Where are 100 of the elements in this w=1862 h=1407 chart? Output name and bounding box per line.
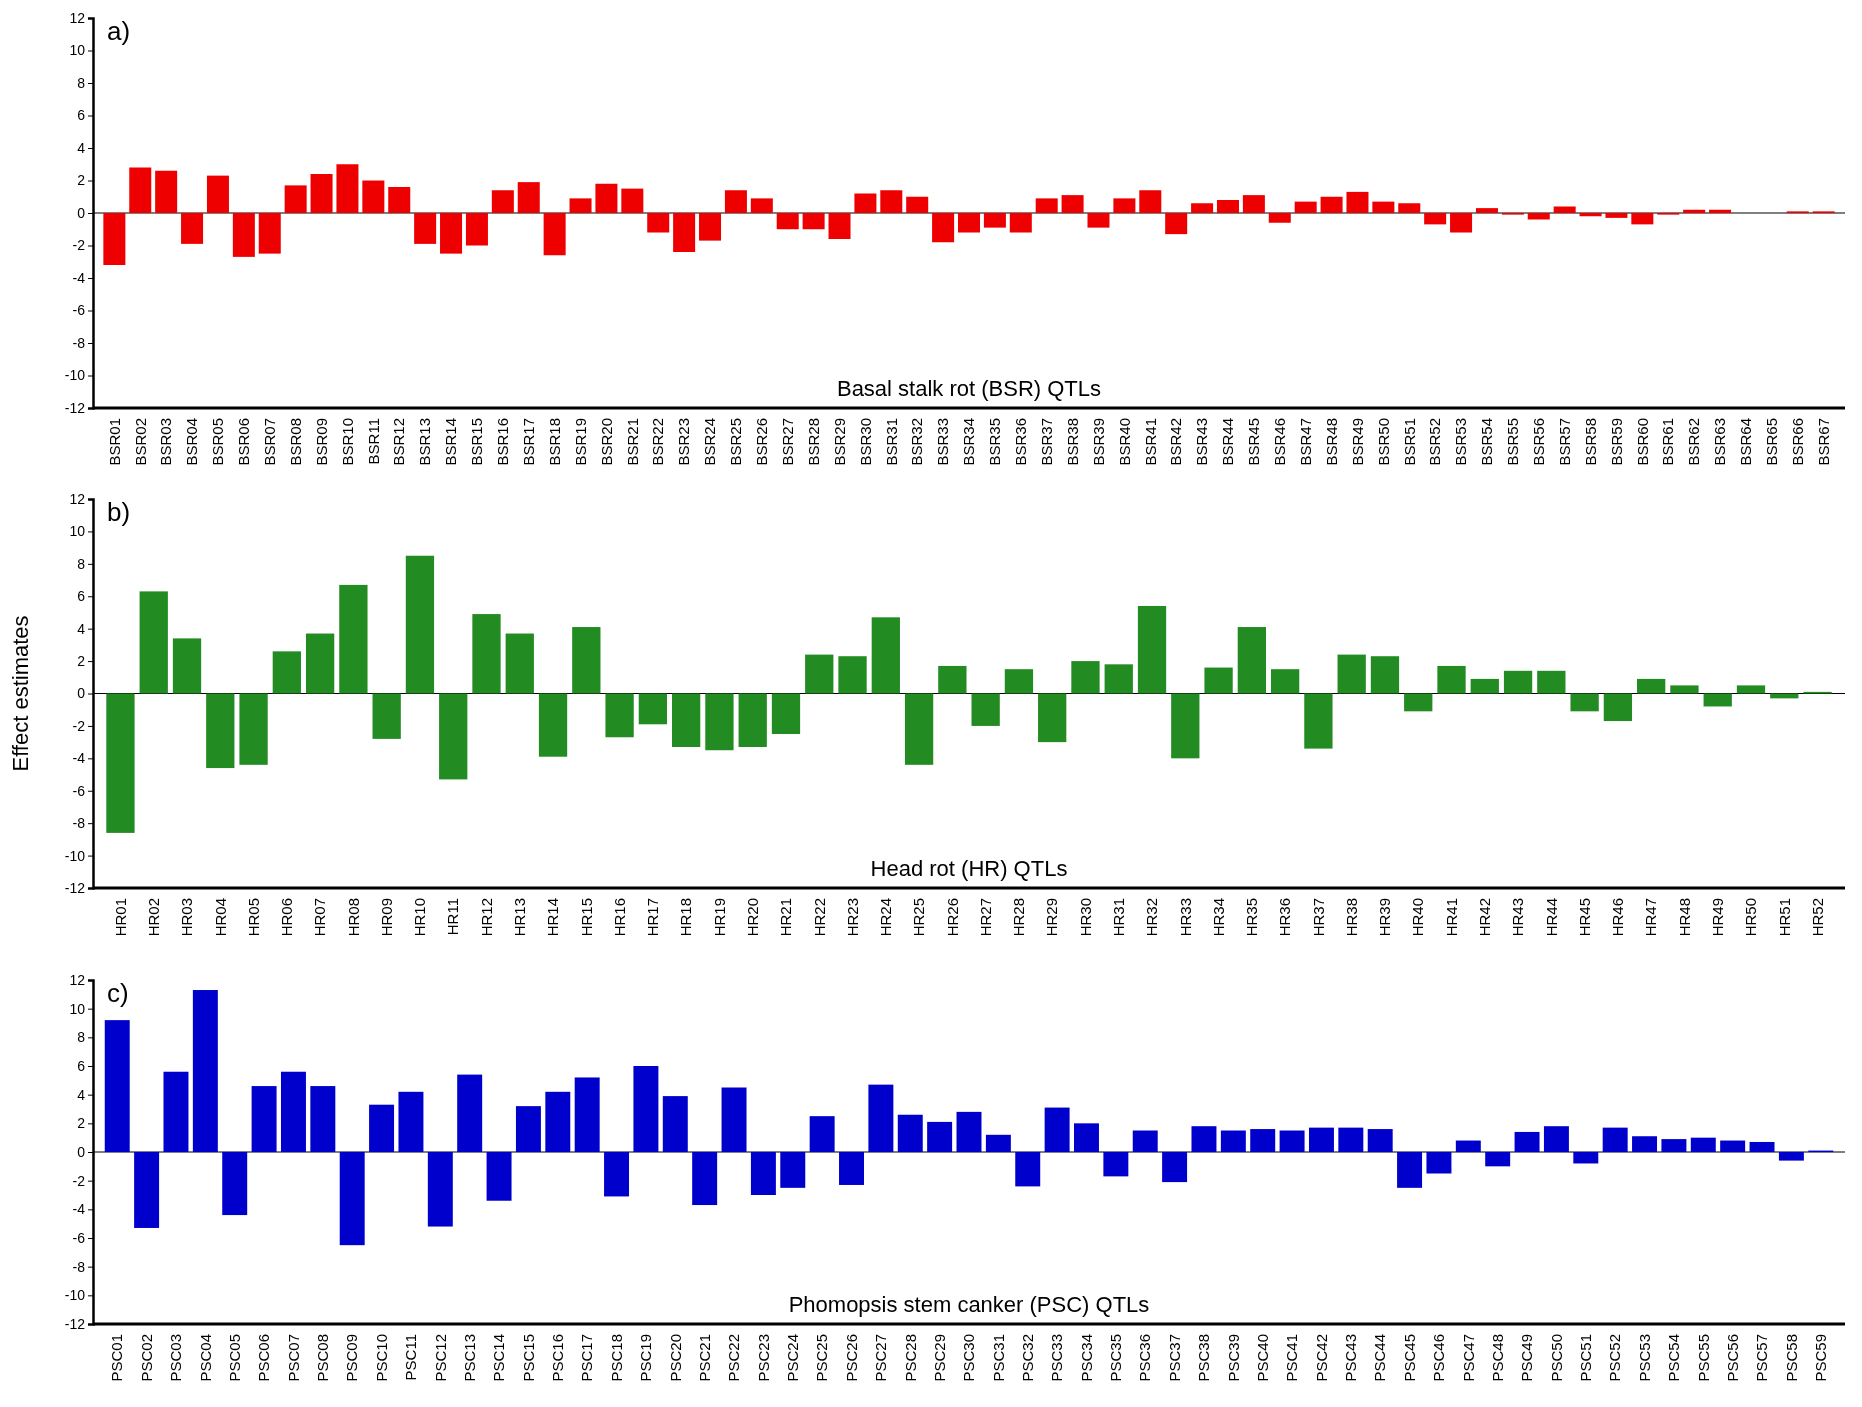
x-tick-label: PSC21	[695, 1334, 713, 1382]
x-tick-label: PSC16	[549, 1334, 567, 1382]
bar	[805, 654, 834, 694]
x-tick-label: PSC05	[225, 1334, 243, 1382]
bar	[1398, 203, 1421, 213]
bar	[310, 174, 333, 213]
bar	[904, 693, 934, 765]
x-tick-label: HR03	[178, 898, 196, 937]
bar	[440, 213, 463, 254]
x-tick-label: PSC04	[196, 1334, 214, 1382]
bar	[983, 213, 1006, 228]
bar	[938, 665, 967, 694]
bar	[1631, 213, 1654, 225]
bar	[776, 213, 799, 230]
y-tick-label: -6	[72, 1229, 86, 1246]
x-axis-title: Phomopsis stem canker (PSC) QTLs	[788, 1292, 1150, 1317]
y-tick-label: 6	[77, 588, 86, 605]
bar	[517, 182, 540, 213]
y-tick-label: 2	[77, 172, 86, 189]
bar	[491, 190, 514, 213]
bar	[1690, 1137, 1716, 1152]
bar	[699, 213, 722, 241]
y-tick-label: -12	[64, 1315, 86, 1332]
bar	[181, 213, 204, 244]
x-tick-label: HR52	[1808, 898, 1826, 937]
bar	[1220, 1130, 1246, 1152]
x-tick-label: HR05	[244, 898, 262, 937]
bar	[605, 693, 634, 738]
x-tick-label: HR20	[743, 898, 761, 937]
bar	[1320, 196, 1343, 213]
x-tick-label: BSR57	[1555, 418, 1573, 466]
x-tick-label: BSR44	[1219, 418, 1237, 466]
bar	[1424, 213, 1447, 225]
y-tick-label: -8	[72, 334, 86, 351]
bar	[854, 193, 877, 213]
x-tick-label: HR45	[1575, 898, 1593, 937]
bar	[1437, 665, 1466, 694]
bar	[839, 1152, 864, 1185]
x-tick-label: HR15	[577, 898, 595, 937]
x-tick-label: BSR61	[1659, 418, 1677, 466]
y-tick-label: 10	[69, 1000, 86, 1017]
bar	[232, 213, 255, 257]
x-tick-label: PSC02	[137, 1334, 155, 1382]
x-tick-label: PSC34	[1077, 1334, 1095, 1382]
x-tick-label: HR27	[976, 898, 994, 937]
x-tick-label: PSC23	[754, 1334, 772, 1382]
x-tick-label: BSR26	[753, 418, 771, 466]
y-tick-label: 6	[77, 107, 86, 124]
bar	[272, 651, 301, 694]
bar	[398, 1091, 424, 1152]
x-tick-label: PSC49	[1518, 1334, 1536, 1382]
bar	[1709, 209, 1732, 213]
y-tick-label: 4	[77, 1086, 86, 1103]
x-tick-label: HR13	[511, 898, 529, 937]
y-tick-label: 2	[77, 1115, 86, 1132]
x-tick-label: PSC24	[784, 1334, 802, 1382]
x-tick-label: PSC11	[402, 1334, 420, 1381]
bar	[638, 693, 668, 725]
bar	[1009, 213, 1032, 233]
x-tick-label: PSC55	[1694, 1334, 1712, 1382]
x-tick-label: BSR24	[701, 418, 719, 466]
bar	[1191, 1126, 1217, 1152]
x-tick-label: PSC27	[872, 1334, 890, 1382]
bar	[1268, 213, 1291, 223]
y-tick-label: -6	[72, 782, 86, 799]
bar	[692, 1152, 718, 1206]
y-tick-label: -2	[72, 717, 86, 734]
bar	[1279, 1130, 1305, 1152]
bar	[1736, 685, 1766, 694]
bar	[1602, 1127, 1628, 1152]
bar	[1503, 670, 1533, 694]
bar	[1074, 1123, 1099, 1152]
x-tick-label: PSC37	[1165, 1334, 1183, 1382]
bar	[103, 213, 126, 265]
x-tick-label: BSR21	[623, 418, 641, 466]
x-tick-label: HR22	[810, 898, 828, 937]
x-tick-label: HR38	[1342, 898, 1360, 937]
x-tick-label: HR18	[677, 898, 695, 937]
x-tick-label: BSR41	[1141, 418, 1159, 466]
x-tick-label: BSR30	[856, 418, 874, 466]
x-tick-label: BSR13	[416, 418, 434, 466]
y-tick-label: 4	[77, 139, 86, 156]
x-tick-label: BSR05	[209, 418, 227, 466]
bar	[1137, 605, 1167, 694]
bar	[310, 1086, 336, 1152]
bar	[621, 188, 644, 213]
bar	[871, 617, 900, 694]
bar	[809, 1116, 835, 1152]
y-tick-label: -4	[72, 1201, 86, 1218]
x-tick-label: BSR22	[649, 418, 667, 466]
bar	[486, 1152, 512, 1201]
bar	[1038, 693, 1067, 743]
bar	[1404, 693, 1433, 712]
x-tick-label: PSC44	[1371, 1334, 1389, 1382]
x-tick-label: BSR65	[1763, 418, 1781, 466]
x-tick-label: BSR49	[1348, 418, 1366, 466]
bar	[222, 1152, 248, 1216]
x-tick-label: BSR34	[960, 418, 978, 466]
y-tick-label: 8	[77, 74, 86, 91]
bar	[604, 1152, 630, 1197]
